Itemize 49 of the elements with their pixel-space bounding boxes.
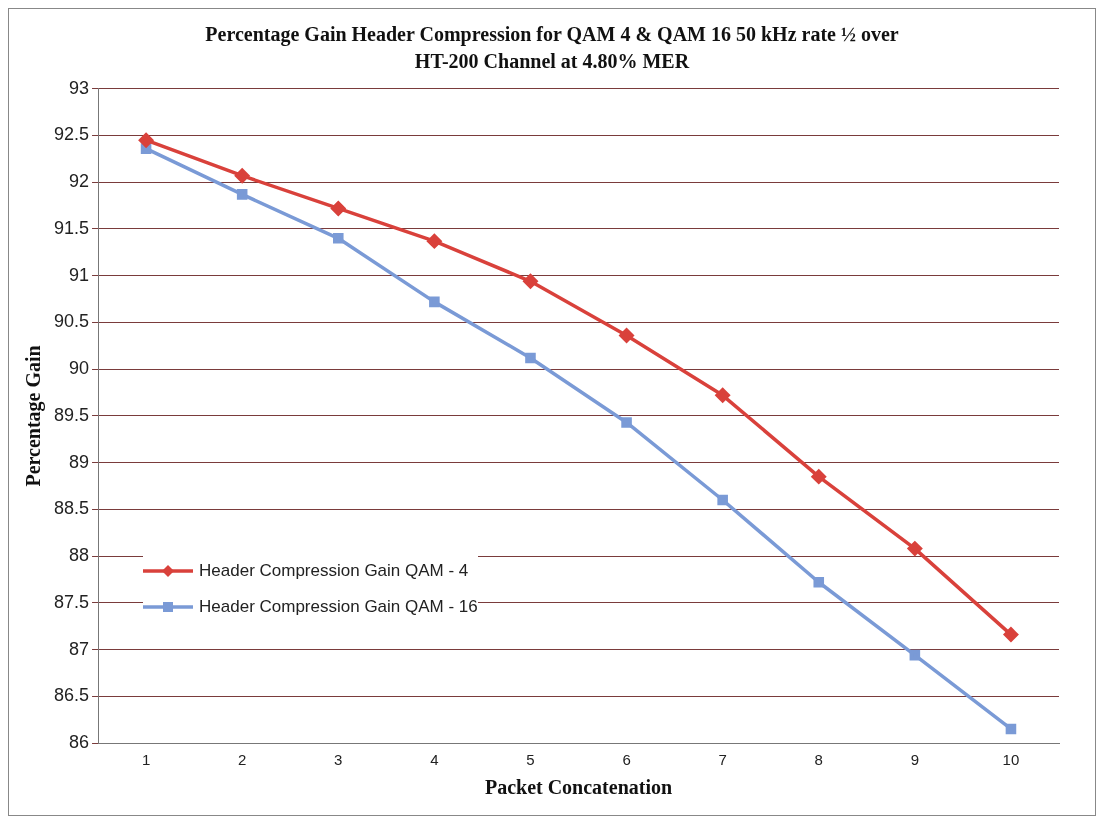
point (717, 494, 728, 506)
y-tick-label: 89 (69, 451, 90, 472)
y-tick-label: 87 (69, 638, 90, 659)
y-tick-label: 92 (69, 171, 90, 192)
chart-title: Percentage Gain Header Compression for QAM 4 & QAM 16 50 kHz rate ½ over HT-200 Channel at 4.80% MER (204, 22, 900, 74)
point (236, 189, 248, 200)
x-axis-title: Packet Concatenation (484, 776, 673, 799)
point (909, 649, 921, 661)
x-tick-label: 4 (430, 751, 439, 769)
point (813, 576, 825, 588)
point (523, 274, 538, 289)
y-tick-label: 87.5 (53, 591, 90, 612)
y-tick-label: 93 (69, 77, 90, 98)
y-tick-label: 90 (69, 358, 90, 379)
point (715, 388, 730, 403)
x-tick-label: 9 (910, 751, 920, 769)
point (1003, 627, 1019, 642)
point (429, 296, 440, 308)
point (621, 417, 632, 428)
y-axis-title: Percentage Gain (22, 345, 46, 487)
x-tick-label: 3 (334, 751, 343, 769)
y-tick-label: 90.5 (53, 311, 90, 332)
point (525, 352, 536, 364)
x-tick-label: 5 (526, 751, 535, 769)
point (332, 233, 344, 244)
point (811, 469, 827, 484)
point (234, 168, 250, 183)
legend-label: Header Compression Gain QAM - 16 (199, 597, 478, 617)
y-tick-label: 91 (69, 264, 90, 285)
x-tick-label: 1 (141, 751, 151, 769)
point (1005, 723, 1017, 735)
y-tick-label: 92.5 (53, 124, 90, 145)
x-tick-label: 7 (718, 751, 727, 769)
point (907, 541, 923, 556)
x-tick-label: 10 (1002, 751, 1020, 769)
y-tick-label: 89.5 (53, 404, 90, 425)
y-tick-label: 86.5 (53, 685, 90, 706)
y-tick-label: 88.5 (53, 498, 90, 519)
legend-label: Header Compression Gain QAM - 4 (199, 561, 469, 581)
point (427, 233, 442, 249)
x-tick-label: 2 (238, 751, 247, 769)
point (331, 201, 346, 216)
y-tick-label: 88 (69, 545, 90, 566)
point (619, 328, 634, 343)
x-tick-label: 8 (814, 751, 823, 769)
point (138, 132, 154, 148)
y-tick-label: 86 (69, 731, 90, 752)
y-tick-label: 91.5 (53, 217, 90, 238)
x-tick-label: 6 (622, 751, 631, 769)
